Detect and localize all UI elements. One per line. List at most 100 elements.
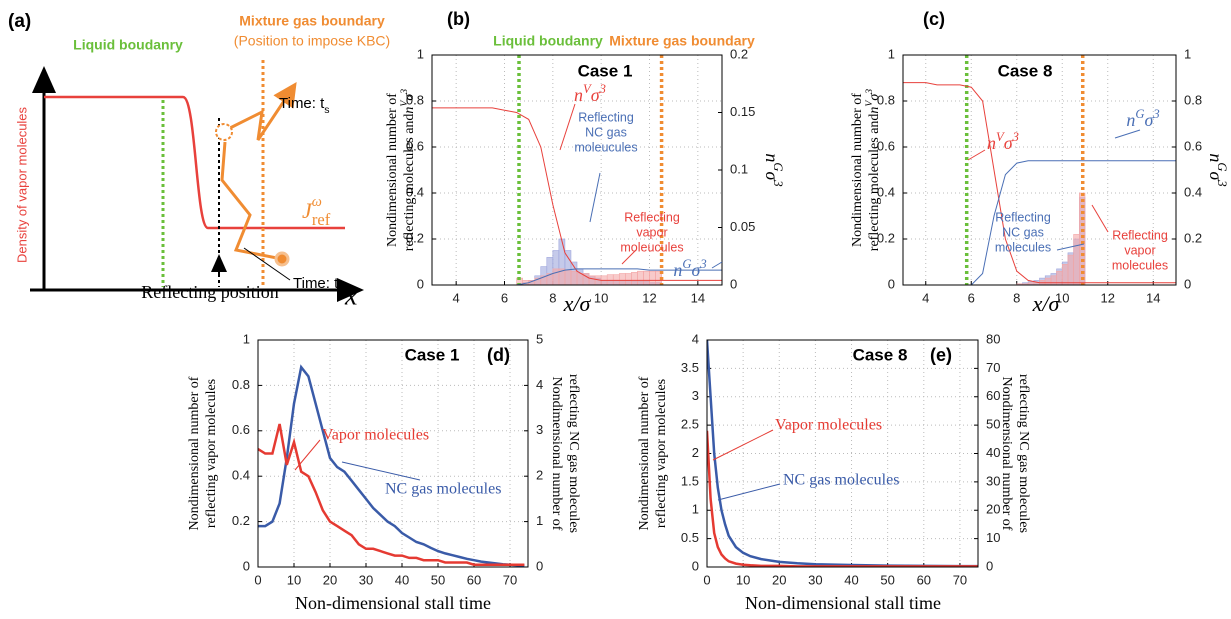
leader-line <box>621 249 637 265</box>
y2-label: nGσ3 <box>1206 153 1229 186</box>
y2-tick-label: 30 <box>986 473 1000 488</box>
y2-tick-label: 0.6 <box>1184 138 1202 153</box>
annotation: NC gas molecules <box>783 472 899 489</box>
x-tick-label: 8 <box>1013 290 1020 305</box>
x-tick-label: 30 <box>359 572 373 587</box>
text-part: n <box>1126 110 1135 130</box>
text-part: G <box>1135 107 1144 121</box>
x-axis-symbol: x <box>344 280 358 311</box>
chart: 0 10 20 30 40 50 60 7000.20.40.60.81012345(d)Ca… <box>187 331 581 613</box>
histogram-bar <box>606 274 614 286</box>
y2-tick-label: 5 <box>536 331 543 346</box>
x-label: Non-dimensional stall time <box>745 593 941 613</box>
plot-frame <box>431 54 723 286</box>
text-part: σ <box>762 171 782 181</box>
y-tick-label: 0.8 <box>877 92 895 107</box>
y2-tick-label: 80 <box>986 331 1000 346</box>
annotation: NC gas molecules <box>385 481 501 498</box>
annotation: moleucules <box>620 240 683 254</box>
text-part: n <box>1206 153 1226 162</box>
text-part: n <box>867 107 882 114</box>
y-label: Nondimensional number of <box>187 376 202 530</box>
leader-line <box>341 461 421 481</box>
y2-tick-label: 60 <box>986 388 1000 403</box>
y2-tick-label: 40 <box>986 445 1000 460</box>
text-part: 3 <box>699 257 706 271</box>
y2-tick-label: 20 <box>986 502 1000 517</box>
text-part: 3 <box>599 82 606 96</box>
x-tick-label: 20 <box>772 572 786 587</box>
histogram-bar <box>1073 234 1080 286</box>
text-part: Nondimensional number of <box>850 93 865 247</box>
histogram-bar <box>570 270 578 286</box>
flux-label: Jω ref <box>302 194 331 229</box>
x-tick-label: 50 <box>431 572 445 587</box>
y2-tick-label: 0.05 <box>730 219 755 234</box>
case-title: Case 1 <box>578 61 633 80</box>
histogram-bar <box>1061 263 1069 286</box>
case-title: Case 8 <box>998 61 1053 80</box>
leader-line <box>717 483 781 501</box>
x-tick-label: 40 <box>844 572 858 587</box>
plot-frame <box>257 339 529 568</box>
y-tick-label: 2 <box>692 445 699 460</box>
text-part: Nondimensional number of <box>187 376 202 530</box>
leader <box>243 247 291 281</box>
series-line <box>432 107 722 281</box>
leader-line <box>1091 204 1109 233</box>
annotation: moleucules <box>574 140 637 154</box>
leader-line <box>294 439 321 471</box>
annotation: vapor <box>1124 243 1155 257</box>
text-part: Time: t <box>279 95 325 112</box>
x-tick-label: 20 <box>323 572 337 587</box>
leader-line <box>589 172 601 223</box>
x-tick-label: 12 <box>1101 290 1115 305</box>
leader-line <box>1114 129 1141 139</box>
series-line <box>903 82 1176 284</box>
text-part: σ <box>1144 110 1154 130</box>
leader-line <box>559 103 576 151</box>
start-point <box>215 123 233 141</box>
text-part: V <box>996 130 1005 144</box>
x-tick-label: 70 <box>503 572 517 587</box>
y-tick-label: 0 <box>888 276 895 291</box>
x-tick-label: 12 <box>642 290 656 305</box>
text-part: 3 <box>1152 107 1159 121</box>
y-tick-label: 1 <box>243 331 250 346</box>
y-tick-label: 1 <box>417 46 424 61</box>
x-tick-label: 30 <box>808 572 822 587</box>
y-tick-label: 1 <box>888 46 895 61</box>
histogram-bar <box>1050 275 1057 286</box>
y2-tick-label: 10 <box>986 530 1000 545</box>
text-part: σ <box>1004 133 1014 153</box>
text-part: 3 <box>1012 130 1019 144</box>
y-label: Nondimensional number of <box>637 376 652 530</box>
x-tick-label: 10 <box>287 572 301 587</box>
math: nVσ3 <box>399 89 417 114</box>
text-part: reflecting molecules and <box>867 114 882 252</box>
histogram-bar <box>637 270 644 286</box>
histogram-bar <box>618 273 626 286</box>
plot-frame <box>902 54 1177 286</box>
y-tick-label: 0.5 <box>681 530 699 545</box>
text-part: J <box>302 198 313 223</box>
text-part: σ <box>691 260 701 280</box>
text-part: n <box>987 133 996 153</box>
y-tick-label: 0.4 <box>406 184 424 199</box>
histogram-bar <box>552 268 560 286</box>
annotation: nVσ3 <box>987 130 1019 153</box>
histogram-bar <box>588 275 596 286</box>
kbc-label: (Position to impose KBC) <box>234 33 390 49</box>
x-tick-label: 0 <box>254 572 261 587</box>
y-label: reflecting vapor molecules <box>654 379 669 528</box>
x-tick-label: 0 <box>703 572 710 587</box>
leader-line <box>1056 243 1085 251</box>
x-tick-label: 4 <box>453 290 460 305</box>
histogram-bar <box>625 273 632 286</box>
x-label: Reflecting position <box>141 282 278 302</box>
histogram-bar <box>1067 254 1074 286</box>
text-part: G <box>682 257 691 271</box>
y2-tick-label: 1 <box>1184 46 1191 61</box>
y-tick-label: 0.6 <box>232 422 250 437</box>
text-part: σ <box>867 93 882 101</box>
